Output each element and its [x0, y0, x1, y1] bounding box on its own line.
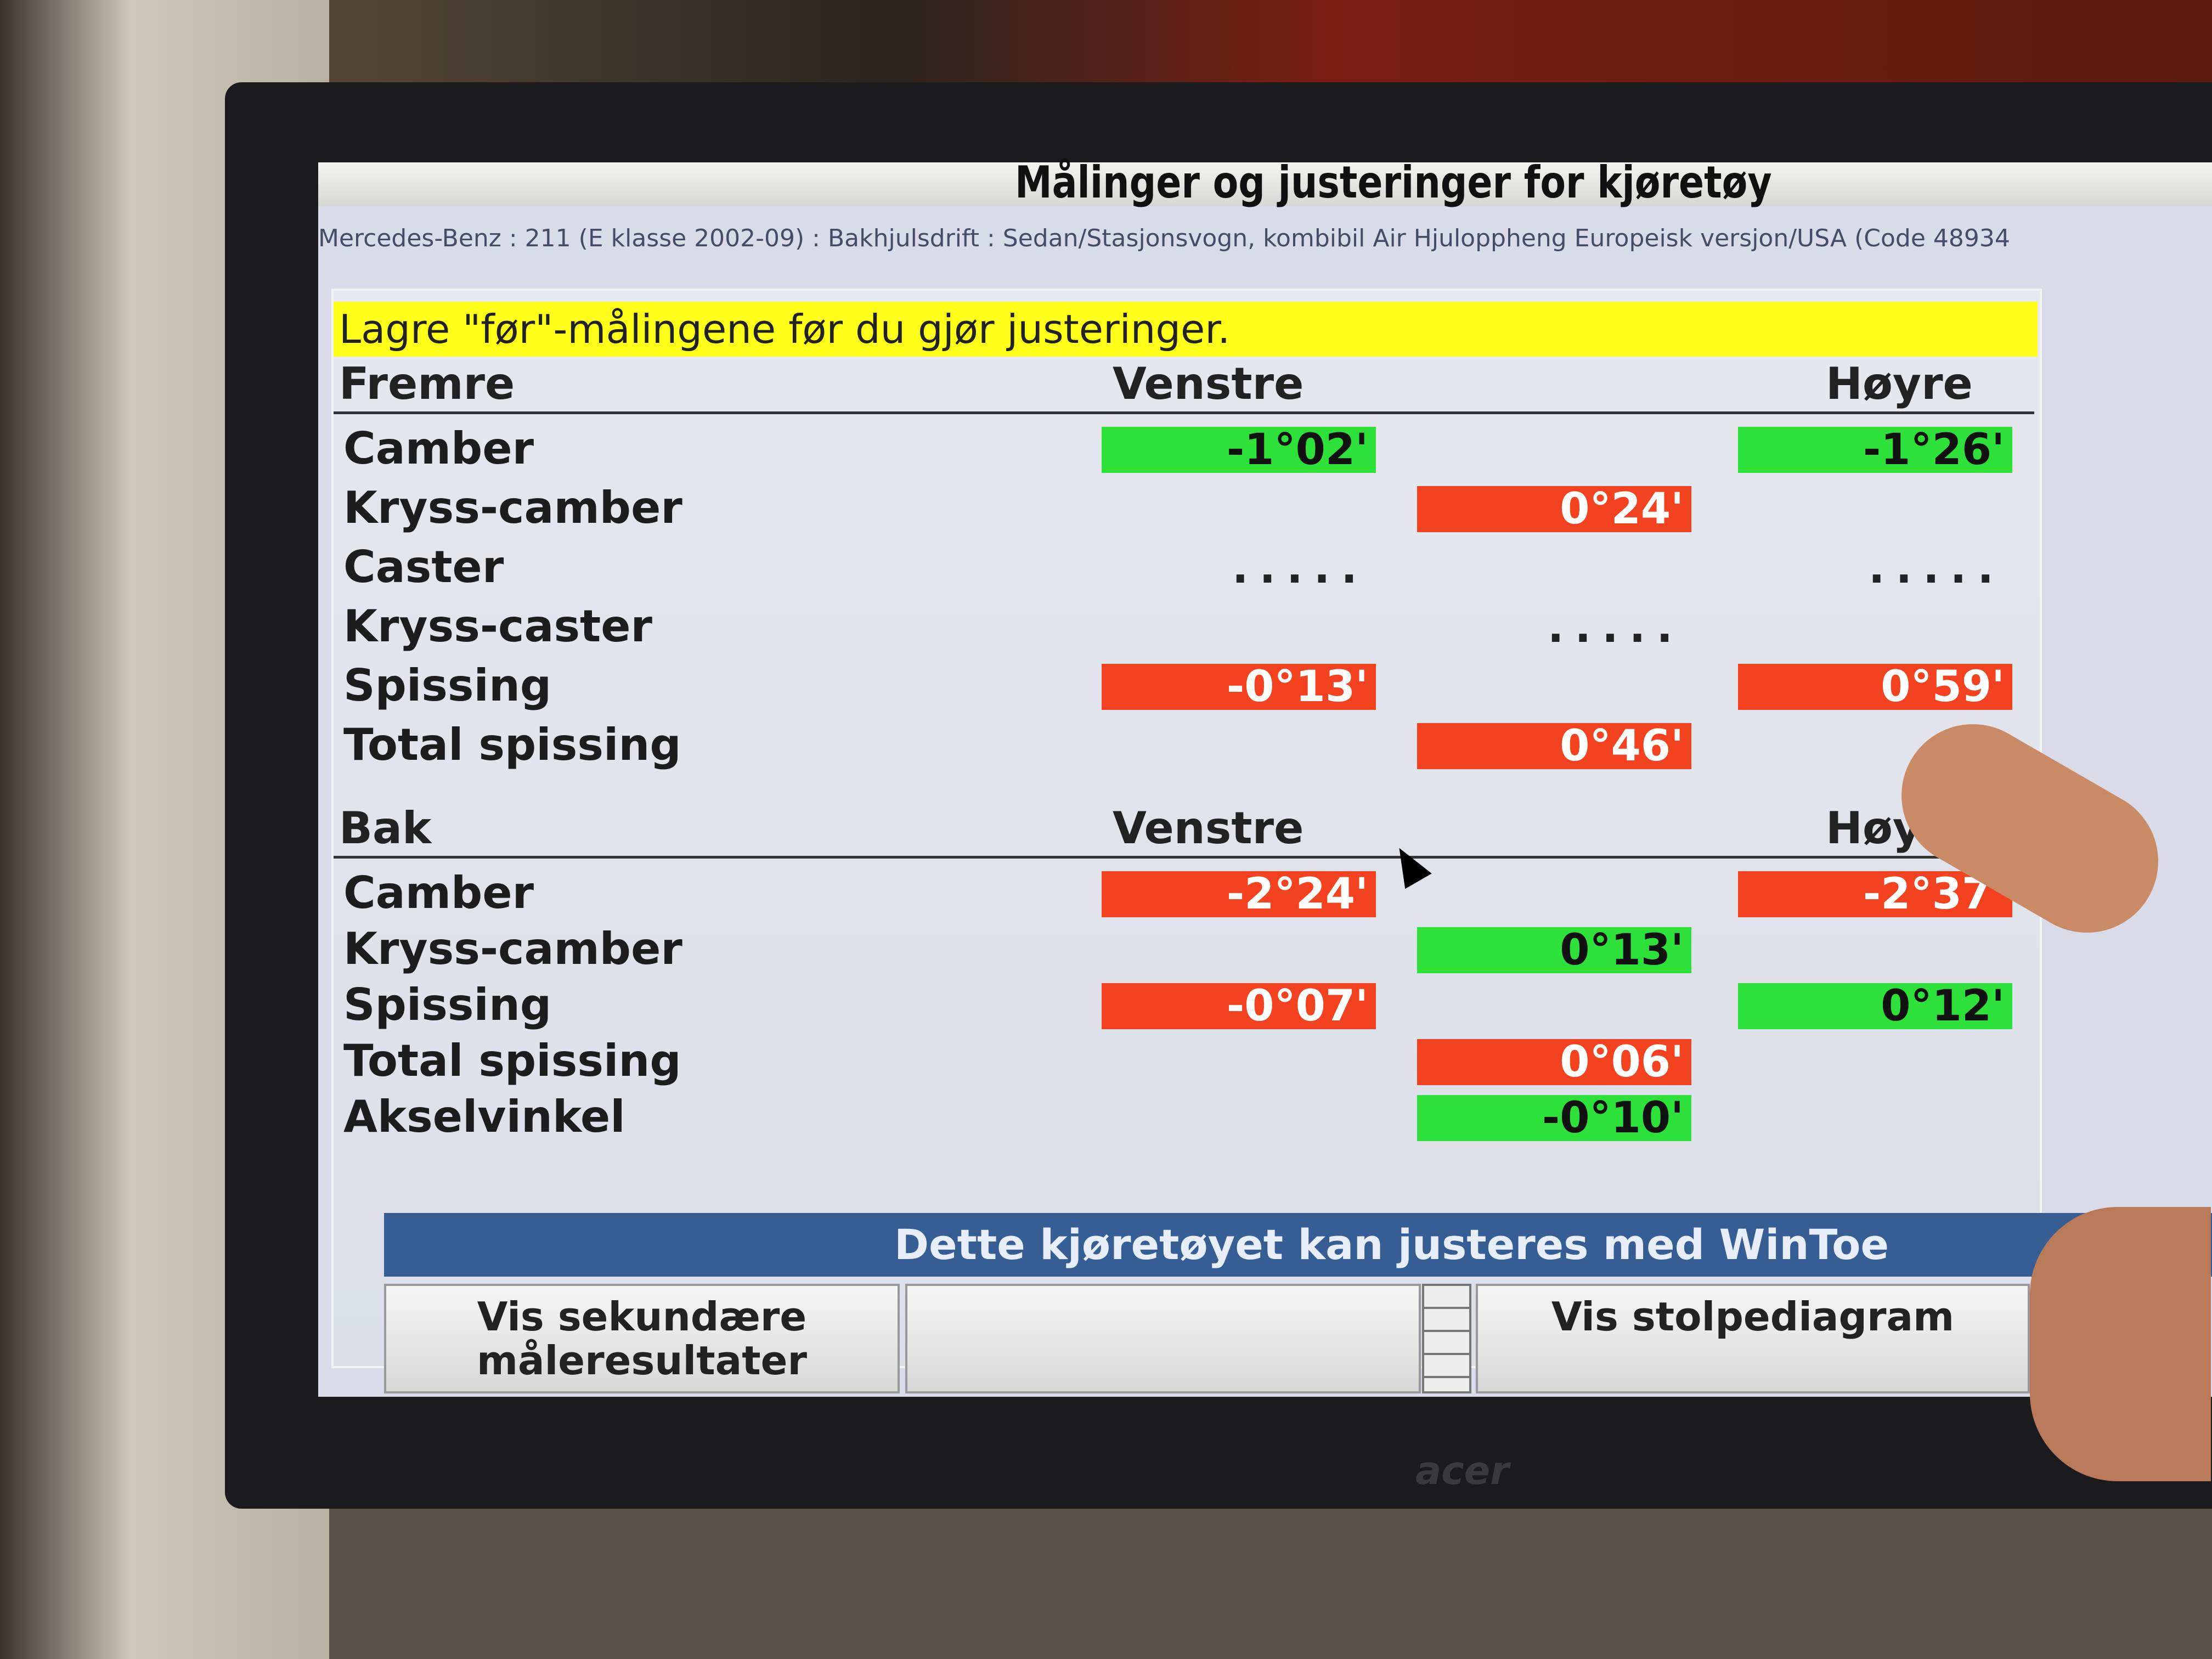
warning-banner: Lagre "før"-målingene før du gjør juster…: [334, 302, 2038, 357]
measurements-panel: Lagre "før"-målingene før du gjør juster…: [331, 289, 2042, 1368]
right-value-green: -1°26': [1738, 427, 2012, 473]
measurement-label: Spissing: [343, 660, 552, 711]
left-column-header: Venstre: [1113, 803, 1304, 854]
left-column-header: Venstre: [1113, 358, 1304, 409]
mid-value-green: 0°13': [1417, 927, 1691, 973]
right-value-green: 0°12': [1738, 983, 2012, 1029]
left-value-red: -0°07': [1102, 983, 1376, 1029]
mid-value-red: 0°46': [1417, 723, 1691, 769]
right-value-dots: .....: [1868, 544, 2005, 593]
measurement-row: Total spissing 0°06': [334, 1035, 2034, 1087]
measurement-row: Spissing -0°07' 0°12': [334, 979, 2034, 1031]
measurement-label: Total spissing: [343, 719, 681, 770]
measurement-row: Camber -2°24' -2°37': [334, 867, 2034, 919]
measurement-label: Caster: [343, 541, 504, 592]
measurement-label: Kryss-caster: [343, 601, 653, 652]
measurement-label: Spissing: [343, 979, 552, 1030]
rear-section-title: Bak: [339, 803, 432, 854]
measurement-row: Total spissing 0°46': [334, 719, 2034, 771]
empty-button[interactable]: [905, 1284, 1421, 1393]
measurement-label: Kryss-camber: [343, 482, 682, 533]
show-secondary-results-button[interactable]: Vis sekundære måleresultater: [384, 1284, 900, 1393]
alignment-screen: Målinger og justeringer for kjøretøy Mer…: [318, 157, 2212, 1397]
right-value-red: -2°37': [1738, 871, 2012, 917]
page-title: Målinger og justeringer for kjøretøy: [1015, 157, 1772, 208]
left-value-red: -2°24': [1102, 871, 1376, 917]
info-bar: Dette kjøretøyet kan justeres med WinToe: [384, 1213, 2212, 1277]
vehicle-line-1: Mercedes-Benz : 211 (E klasse 2002-09) :…: [318, 224, 1979, 252]
measurement-row: Kryss-caster.....: [334, 600, 2034, 653]
mid-value-dots: .....: [1547, 603, 1684, 652]
left-value-red: -0°13': [1102, 664, 1376, 710]
left-value-green: -1°02': [1102, 427, 1376, 473]
front-section-header: Fremre Venstre Høyre: [334, 358, 2034, 414]
measurement-row: Kryss-camber 0°24': [334, 482, 2034, 534]
right-column-header: Høyre: [1826, 358, 1973, 409]
measurement-label: Total spissing: [343, 1035, 681, 1086]
measurement-row: Caster..........: [334, 541, 2034, 594]
measurement-row: Camber -1°02' -1°26': [334, 422, 2034, 475]
measurement-label: Kryss-camber: [343, 923, 682, 974]
hand: [2030, 1207, 2211, 1481]
title-bar: Målinger og justeringer for kjøretøy: [318, 157, 2212, 208]
show-bar-chart-button[interactable]: Vis stolpediagram: [1476, 1284, 2030, 1393]
measurement-row: Kryss-camber 0°13': [334, 923, 2034, 975]
monitor-logo: acer: [1415, 1448, 1509, 1493]
front-section-title: Fremre: [339, 358, 515, 409]
left-value-dots: .....: [1232, 544, 1368, 593]
mid-value-red: 0°06': [1417, 1039, 1691, 1085]
measurement-label: Camber: [343, 423, 534, 474]
mid-value-green: -0°10': [1417, 1095, 1691, 1141]
measurement-row: Akselvinkel -0°10': [334, 1091, 2034, 1143]
measurement-label: Akselvinkel: [343, 1091, 625, 1142]
measurement-row: Spissing -0°13' 0°59': [334, 659, 2034, 712]
right-value-red: 0°59': [1738, 664, 2012, 710]
mid-value-red: 0°24': [1417, 486, 1691, 532]
rear-section-header: Bak Venstre Høyre: [334, 803, 2034, 859]
scrollbar[interactable]: [1422, 1284, 1471, 1393]
vehicle-line-2: 34: [1979, 224, 2010, 252]
vehicle-description: Mercedes-Benz : 211 (E klasse 2002-09) :…: [318, 223, 2194, 255]
measurement-label: Camber: [343, 867, 534, 918]
